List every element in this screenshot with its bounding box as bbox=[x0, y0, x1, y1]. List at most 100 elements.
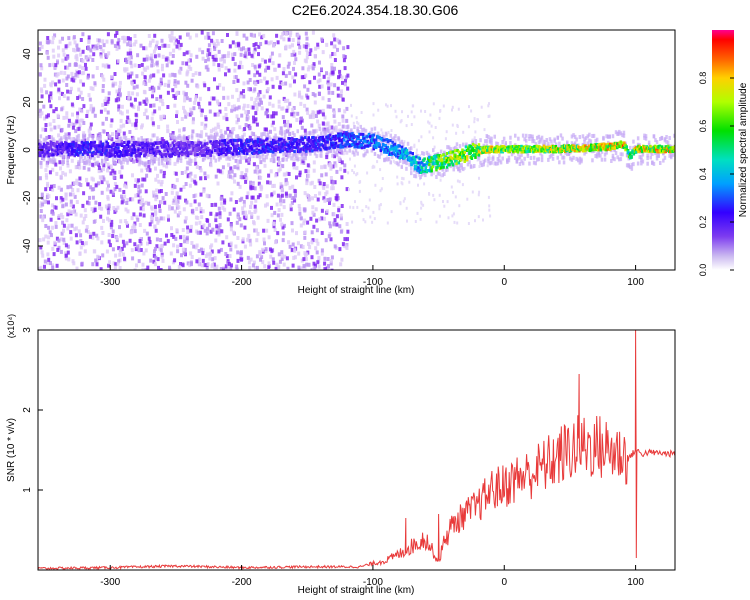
noise-cell bbox=[338, 69, 342, 74]
noise-cell bbox=[345, 106, 349, 111]
noise-cell bbox=[338, 224, 342, 229]
noise-cell bbox=[270, 77, 274, 82]
noise-cell bbox=[346, 237, 349, 242]
noise-cell bbox=[136, 53, 140, 58]
noise-cell bbox=[144, 101, 148, 106]
ridge-halo-cell bbox=[370, 148, 374, 153]
noise-cell bbox=[331, 52, 335, 56]
noise-cell bbox=[80, 71, 84, 76]
noise-cell bbox=[102, 219, 105, 223]
ridge-halo-cell bbox=[602, 135, 605, 140]
noise-cell bbox=[62, 237, 66, 242]
noise-cell bbox=[213, 266, 217, 270]
noise-cell bbox=[83, 249, 87, 254]
noise-cell bbox=[74, 165, 78, 170]
ridge-halo-cell bbox=[263, 132, 266, 137]
ridge-halo-cell bbox=[487, 156, 490, 161]
noise-cell bbox=[79, 245, 83, 250]
noise-cell bbox=[159, 268, 163, 270]
noise-cell bbox=[290, 52, 294, 57]
ridge-halo-cell bbox=[124, 157, 128, 162]
noise-cell bbox=[190, 262, 193, 267]
noise-cell bbox=[163, 241, 167, 246]
noise-cell bbox=[200, 108, 204, 113]
noise-cell bbox=[365, 205, 368, 209]
noise-cell bbox=[264, 68, 267, 73]
ridge-halo-cell bbox=[107, 133, 110, 138]
noise-cell bbox=[222, 266, 226, 270]
noise-cell bbox=[466, 197, 469, 201]
noise-cell bbox=[271, 257, 275, 262]
noise-cell bbox=[212, 62, 216, 67]
noise-cell bbox=[229, 223, 233, 228]
ridge-halo-cell bbox=[97, 134, 101, 139]
noise-cell bbox=[200, 30, 204, 35]
noise-cell bbox=[325, 184, 329, 189]
ridge-halo-cell bbox=[53, 158, 57, 163]
ridge-cell bbox=[164, 154, 167, 158]
ridge-cell bbox=[260, 149, 263, 153]
noise-cell bbox=[135, 263, 138, 268]
ridge-halo-cell bbox=[476, 154, 479, 159]
noise-cell bbox=[432, 136, 435, 140]
noise-cell bbox=[300, 125, 304, 130]
noise-cell bbox=[432, 193, 435, 197]
noise-cell bbox=[288, 44, 292, 49]
ridge-halo-cell bbox=[569, 156, 572, 161]
ridge-halo-cell bbox=[640, 158, 643, 162]
ridge-halo-cell bbox=[607, 134, 610, 139]
noise-cell bbox=[287, 61, 291, 66]
noise-cell bbox=[61, 48, 65, 53]
noise-cell bbox=[305, 47, 309, 52]
ridge-halo-cell bbox=[651, 151, 654, 156]
ridge-halo-cell bbox=[460, 162, 463, 167]
noise-cell bbox=[162, 170, 166, 175]
noise-cell bbox=[234, 200, 238, 204]
noise-cell bbox=[81, 58, 85, 63]
ridge-halo-cell bbox=[670, 155, 673, 160]
ridge-halo-cell bbox=[145, 161, 148, 166]
noise-cell bbox=[265, 194, 269, 199]
ridge-cell bbox=[151, 147, 154, 151]
noise-cell bbox=[216, 85, 220, 90]
noise-cell bbox=[202, 223, 206, 228]
noise-cell bbox=[270, 114, 274, 119]
noise-cell bbox=[64, 253, 68, 258]
noise-cell bbox=[137, 199, 141, 204]
noise-cell bbox=[224, 113, 228, 117]
noise-cell bbox=[358, 189, 361, 193]
noise-cell bbox=[120, 174, 124, 179]
ridge-halo-cell bbox=[525, 138, 528, 143]
noise-cell bbox=[258, 252, 262, 257]
ridge-halo-cell bbox=[485, 134, 489, 138]
noise-cell bbox=[120, 104, 124, 109]
ridge-halo-cell bbox=[558, 141, 561, 146]
noise-cell bbox=[143, 228, 147, 233]
noise-cell bbox=[87, 201, 91, 206]
noise-cell bbox=[265, 155, 269, 160]
noise-cell bbox=[282, 199, 286, 204]
ridge-halo-cell bbox=[80, 154, 84, 159]
noise-cell bbox=[127, 94, 131, 99]
ridge-halo-cell bbox=[350, 129, 353, 134]
ridge-cell bbox=[272, 141, 275, 145]
noise-cell bbox=[267, 41, 271, 46]
noise-cell bbox=[209, 211, 213, 216]
noise-cell bbox=[61, 215, 65, 220]
noise-cell bbox=[160, 252, 164, 257]
ridge-halo-cell bbox=[112, 157, 115, 162]
noise-cell bbox=[137, 187, 141, 192]
noise-cell bbox=[443, 204, 446, 208]
ridge-halo-cell bbox=[52, 160, 55, 164]
ridge-halo-cell bbox=[387, 156, 391, 161]
ridge-cell bbox=[186, 151, 190, 155]
noise-cell bbox=[223, 207, 227, 212]
ridge-halo-cell bbox=[531, 134, 534, 139]
ridge-cell bbox=[268, 143, 271, 147]
ridge-halo-cell bbox=[157, 146, 161, 150]
noise-cell bbox=[268, 95, 272, 100]
noise-cell bbox=[134, 122, 138, 126]
noise-cell bbox=[339, 216, 343, 221]
noise-cell bbox=[113, 72, 117, 76]
noise-cell bbox=[330, 70, 334, 75]
